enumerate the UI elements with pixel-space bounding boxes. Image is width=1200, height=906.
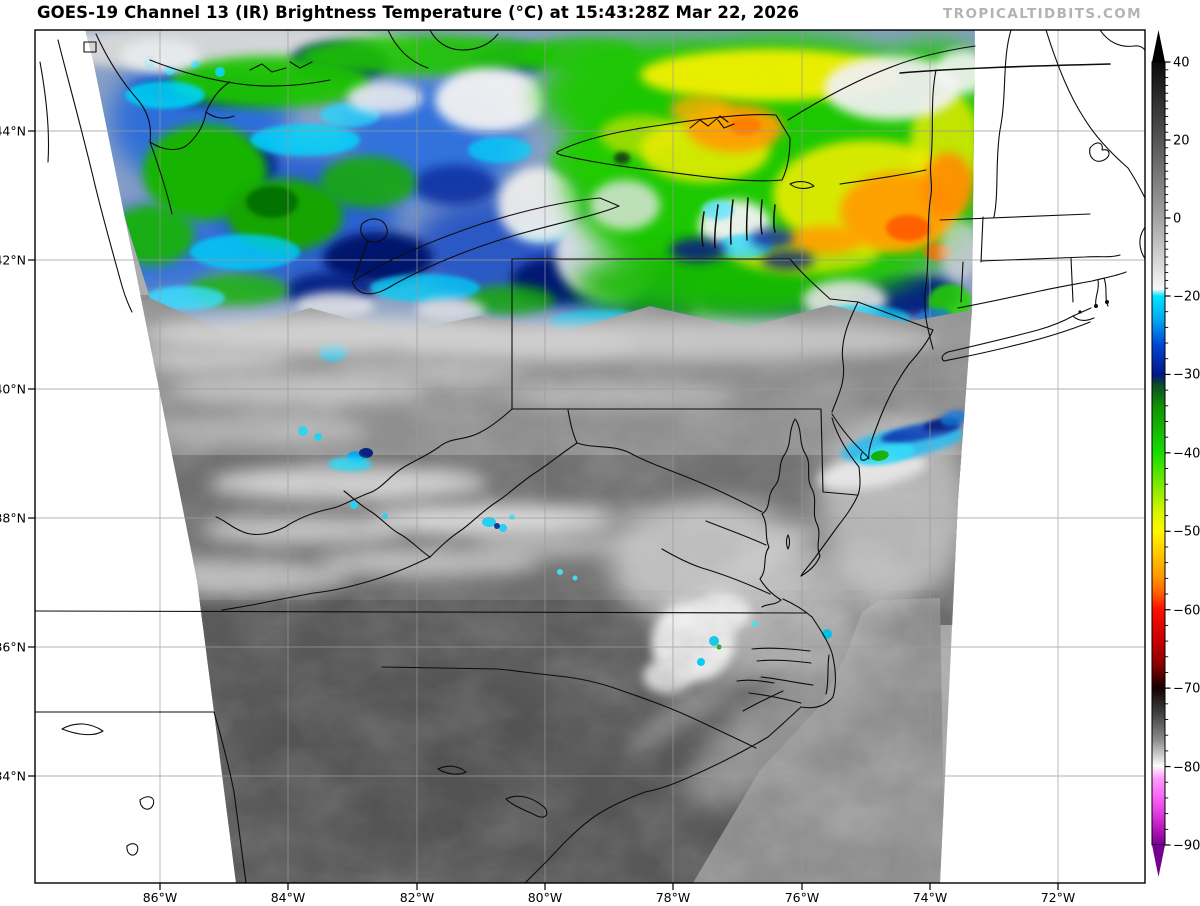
lake-winnipesaukee (1089, 142, 1110, 162)
lat-tick-label: 42°N (0, 253, 26, 268)
longitude-axis: 86°W 84°W 82°W 80°W 78°W 76°W 74°W 72°W (143, 883, 1076, 905)
james-river (661, 548, 771, 595)
colorbar: 40 20 0 −20 −30 −40 −50 −60 −70 −80 −90 (1151, 30, 1200, 877)
colorbar-tick-label: −70 (1173, 682, 1200, 697)
lon-tick-label: 80°W (528, 890, 563, 905)
prince-edward-shoreline (689, 115, 735, 129)
lon-tick-label: 84°W (271, 890, 306, 905)
lon-tick-label: 78°W (656, 890, 691, 905)
quebec-river-line (1099, 30, 1145, 52)
colorbar-gradient-bar (1151, 61, 1166, 846)
md-de-border (820, 408, 858, 496)
colorbar-top-arrow (1152, 30, 1165, 62)
va-nc-border (35, 610, 807, 614)
lon-tick-label: 76°W (785, 890, 820, 905)
nj-atlantic-coast (860, 329, 934, 461)
colorbar-tick-label: −50 (1173, 525, 1200, 540)
us-canada-border (899, 63, 1111, 74)
lat-tick-label: 34°N (0, 769, 26, 784)
finger-lakes (701, 197, 776, 249)
lake-erie-outline (351, 197, 620, 295)
lake-huron-north-shore (149, 59, 331, 87)
lon-tick-label: 74°W (913, 890, 948, 905)
delmarva-atlantic-coast (800, 466, 861, 577)
colorbar-tick-label: −40 (1173, 447, 1200, 462)
southeast-lakes (61, 723, 548, 856)
albemarle-sound (751, 647, 812, 664)
island-dot (1105, 300, 1109, 304)
lat-tick-label: 38°N (0, 511, 26, 526)
lat-tick-label: 44°N (0, 124, 26, 139)
lon-tick-label: 72°W (1041, 890, 1076, 905)
ny-pa-border (511, 258, 934, 331)
ny-ma-border (980, 216, 984, 263)
colorbar-tick-label: 20 (1173, 134, 1190, 149)
colorbar-tick-label: −30 (1173, 368, 1200, 383)
colorbar-tick-label: −20 (1173, 290, 1200, 305)
watermark: TROPICALTIDBITS.COM (943, 6, 1142, 22)
rappahannock-river (705, 520, 767, 546)
nc-sc-border (381, 666, 757, 749)
nj-delaware-river-border (831, 301, 859, 413)
map-frame (34, 29, 1146, 884)
vt-nh-border (993, 30, 1012, 218)
hampton-roads-shoreline (761, 598, 813, 618)
tangier-island (785, 534, 791, 550)
nc-outer-banks-coast (524, 616, 837, 883)
nc-ga-35n-border (35, 711, 247, 883)
michigan-huron-shoreline (95, 33, 235, 215)
colorbar-bottom-arrow (1152, 845, 1165, 877)
lon-tick-label: 82°W (400, 890, 435, 905)
oneida-lake-outline (789, 181, 815, 189)
potomac-river (576, 442, 763, 513)
geography-outlines (35, 30, 1145, 883)
pamlico-sound (736, 676, 814, 712)
long-island-outline (941, 307, 1095, 362)
island-dot (1094, 304, 1098, 308)
georgian-bay-shoreline (387, 30, 499, 69)
lat-tick-label: 36°N (0, 640, 26, 655)
ma-ct-ri-borders (960, 254, 1121, 303)
lon-tick-label: 86°W (143, 890, 178, 905)
lat-tick-label: 40°N (0, 382, 26, 397)
lake-champlain-hudson-river (924, 69, 937, 350)
va-ky-tn-border (221, 556, 431, 611)
lake-st-clair-outline (353, 218, 388, 279)
island-dot (1078, 310, 1082, 314)
nh-me-border-coast (1045, 30, 1145, 200)
page-title: GOES-19 Channel 13 (IR) Brightness Tempe… (37, 3, 800, 22)
chesapeake-bay-west-shore (759, 418, 796, 601)
st-lawrence-river (787, 45, 976, 121)
colorbar-tick-label: 40 (1173, 56, 1190, 71)
island-outline (83, 41, 97, 53)
chesapeake-bay-east-shore (795, 419, 821, 577)
lake-michigan-shoreline (39, 39, 133, 313)
map-plot-area (35, 30, 1145, 883)
ohio-river-border (215, 408, 513, 536)
latitude-axis: 44°N 42°N 40°N 38°N 36°N 34°N (0, 124, 35, 784)
mohawk-river (839, 169, 927, 185)
ma-north-border (939, 213, 1091, 221)
wv-va-border (343, 442, 578, 558)
colorbar-tick-label: −60 (1173, 604, 1200, 619)
lake-ontario-outline (556, 114, 791, 182)
md-panhandle-border (567, 409, 578, 444)
colorbar-tick-label: 0 (1173, 212, 1181, 227)
outer-banks-sound-side (825, 654, 830, 695)
delaware-bay-shoreline (831, 413, 870, 468)
colorbar-ticks (1165, 61, 1171, 846)
colorbar-tick-label: −80 (1173, 761, 1200, 776)
graticule-gridlines (35, 30, 1145, 883)
colorbar-labels: 40 20 0 −20 −30 −40 −50 −60 −70 −80 −90 (1173, 56, 1200, 854)
colorbar-tick-label: −90 (1173, 839, 1200, 854)
